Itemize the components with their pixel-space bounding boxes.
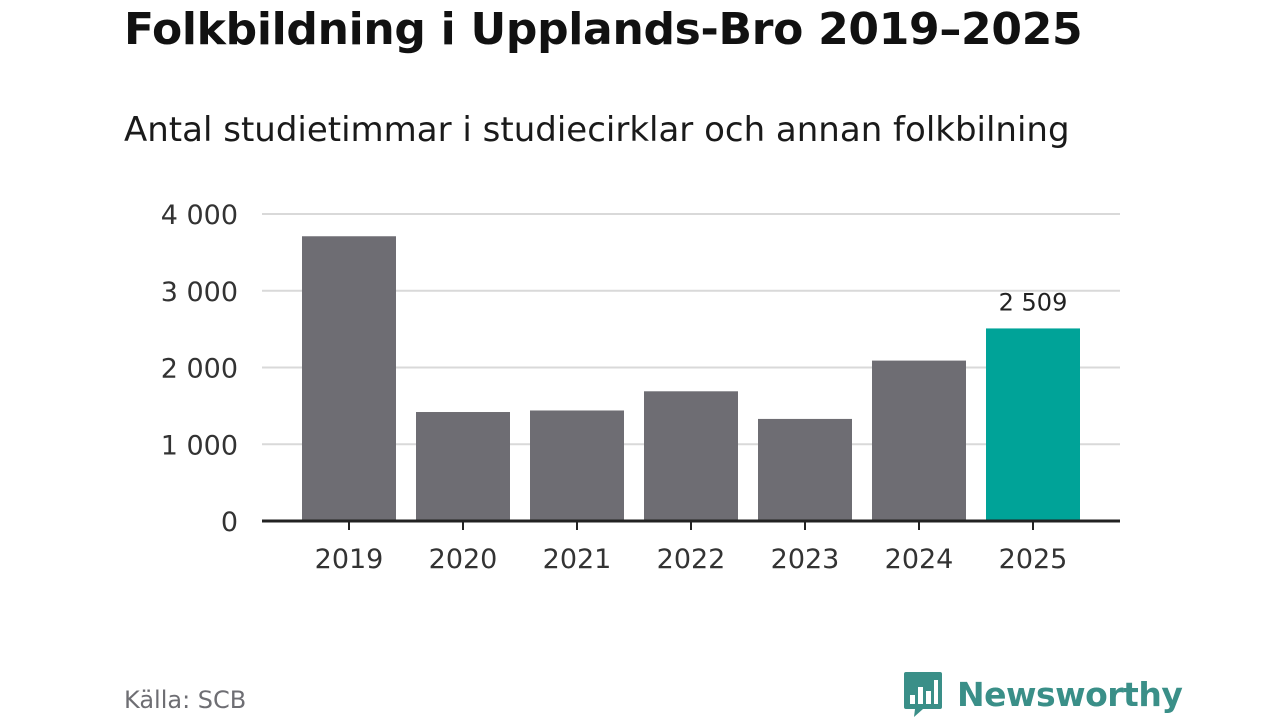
bars [302,236,1080,521]
bar-2024 [872,360,966,521]
bar-2022 [644,391,738,521]
x-tick-label: 2024 [885,544,954,575]
y-tick-label: 0 [221,507,238,538]
y-tick-label: 4 000 [161,200,238,231]
y-tick-label: 1 000 [161,430,238,461]
bar-2023 [758,418,852,521]
x-axis-ticks [348,521,1034,530]
x-tick-label: 2022 [657,544,726,575]
y-tick-label: 3 000 [161,277,238,308]
bar-2020 [416,412,510,521]
bar-2021 [530,410,624,521]
x-axis-tick-labels: 2019 2020 2021 2022 2023 2024 2025 [315,544,1068,575]
x-tick-label: 2021 [543,544,612,575]
chart-subtitle: Antal studietimmar i studiecirklar och a… [124,110,1070,150]
data-labels: 2 509 [999,288,1068,316]
x-tick-label: 2020 [429,544,498,575]
bar-2025 [986,328,1080,521]
chart-title: Folkbildning i Upplands-Bro 2019–2025 [124,4,1083,55]
x-tick-label: 2023 [771,544,840,575]
newsworthy-logo: Newsworthy [903,670,1183,718]
bar-2019 [302,236,396,521]
x-tick-label: 2019 [315,544,384,575]
y-tick-label: 2 000 [161,354,238,385]
y-axis-tick-labels: 0 1 000 2 000 3 000 4 000 [161,200,238,538]
x-tick-label: 2025 [999,544,1068,575]
brand-name: Newsworthy [957,674,1183,714]
bar-chart-speech-bubble-icon [904,672,942,717]
source-note: Källa: SCB [124,686,247,714]
data-label: 2 509 [999,288,1068,316]
